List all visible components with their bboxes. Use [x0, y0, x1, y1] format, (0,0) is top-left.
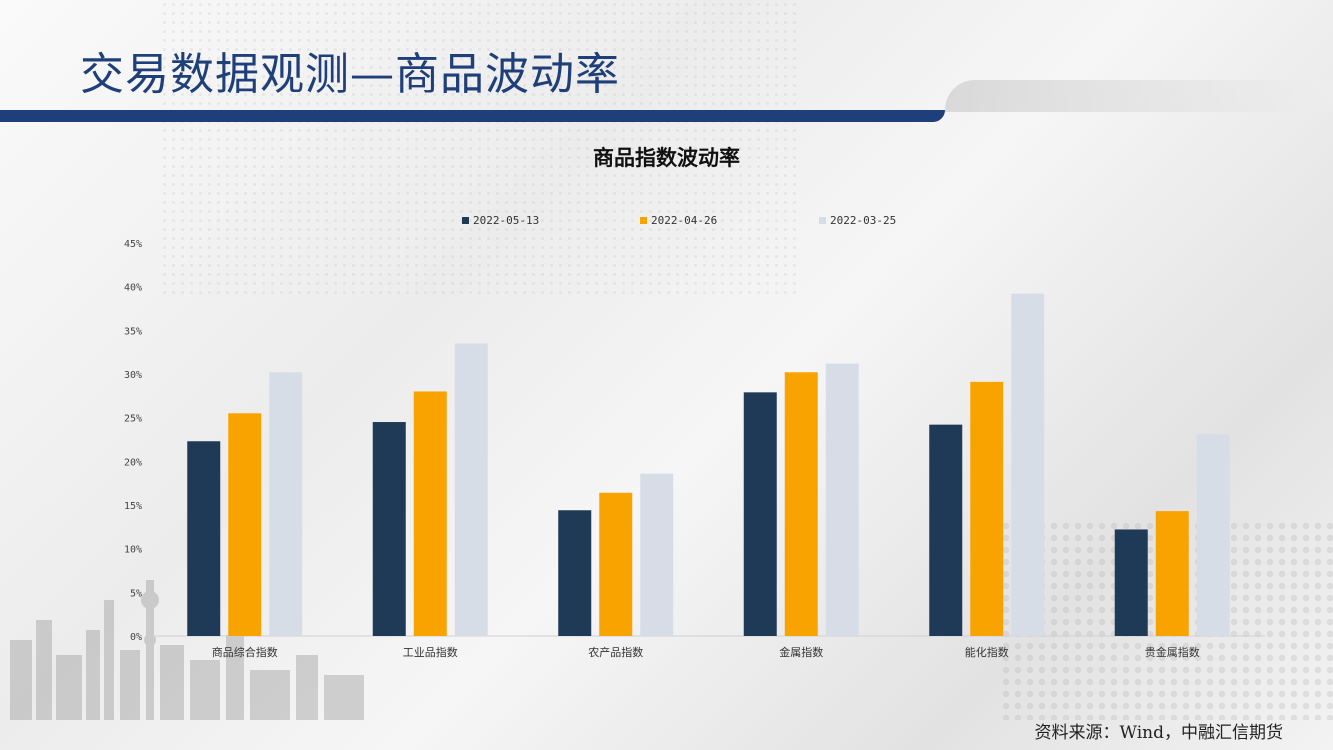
chart-title: 商品指数波动率: [593, 146, 740, 170]
legend-item-series-1: 2022-05-13: [462, 213, 539, 229]
bar-2: [970, 381, 1004, 636]
legend-label-series-2: 2022-04-26: [651, 214, 718, 227]
y-tick-label: 0%: [130, 632, 142, 643]
x-tick-label: 贵金属指数: [1145, 645, 1200, 659]
background-dot-map: [160, 0, 800, 300]
bar-1: [372, 422, 406, 636]
y-tick-label: 35%: [124, 326, 142, 337]
title-underline-bar: [0, 110, 945, 122]
y-tick-label: 20%: [124, 457, 142, 468]
x-tick-label: 商品综合指数: [212, 645, 278, 659]
legend-item-series-2: 2022-04-26: [640, 213, 717, 229]
bar-1: [929, 424, 963, 636]
background-skyline: [10, 580, 364, 720]
bar-3: [640, 473, 674, 636]
title-bar-highlight: [945, 80, 1333, 112]
legend-swatch-series-1: [462, 217, 469, 224]
y-tick-label: 15%: [124, 501, 142, 512]
bar-3: [1011, 293, 1045, 636]
bar-3: [269, 372, 303, 636]
bar-2: [784, 372, 818, 636]
y-tick-label: 30%: [124, 370, 142, 381]
bar-2: [599, 492, 633, 636]
x-tick-label: 金属指数: [779, 645, 823, 659]
bar-3: [454, 343, 488, 636]
bar-2: [228, 413, 262, 636]
bar-1: [187, 441, 221, 636]
y-tick-label: 10%: [124, 545, 142, 556]
bar-1: [743, 392, 777, 636]
y-tick-label: 40%: [124, 283, 142, 294]
x-tick-label: 农产品指数: [588, 645, 643, 659]
x-tick-label: 工业品指数: [403, 645, 458, 659]
bar-3: [825, 363, 859, 636]
y-tick-label: 5%: [130, 588, 142, 599]
legend-label-series-1: 2022-05-13: [473, 214, 540, 227]
legend-item-series-3: 2022-03-25: [819, 213, 896, 229]
x-tick-label: 能化指数: [965, 645, 1009, 659]
legend-swatch-series-3: [819, 217, 826, 224]
chart-legend: 2022-05-13 2022-04-26 2022-03-25: [0, 213, 1333, 229]
page-title: 交易数据观测—商品波动率: [80, 49, 620, 100]
bar-1: [1114, 529, 1148, 636]
y-tick-label: 45%: [124, 239, 142, 250]
bar-2: [413, 391, 447, 636]
bar-2: [1155, 511, 1189, 636]
bar-1: [558, 510, 592, 636]
legend-swatch-series-2: [640, 217, 647, 224]
bar-3: [1196, 434, 1230, 636]
source-note: 资料来源：Wind，中融汇信期货: [1034, 723, 1283, 743]
y-tick-label: 25%: [124, 414, 142, 425]
legend-label-series-3: 2022-03-25: [830, 214, 897, 227]
